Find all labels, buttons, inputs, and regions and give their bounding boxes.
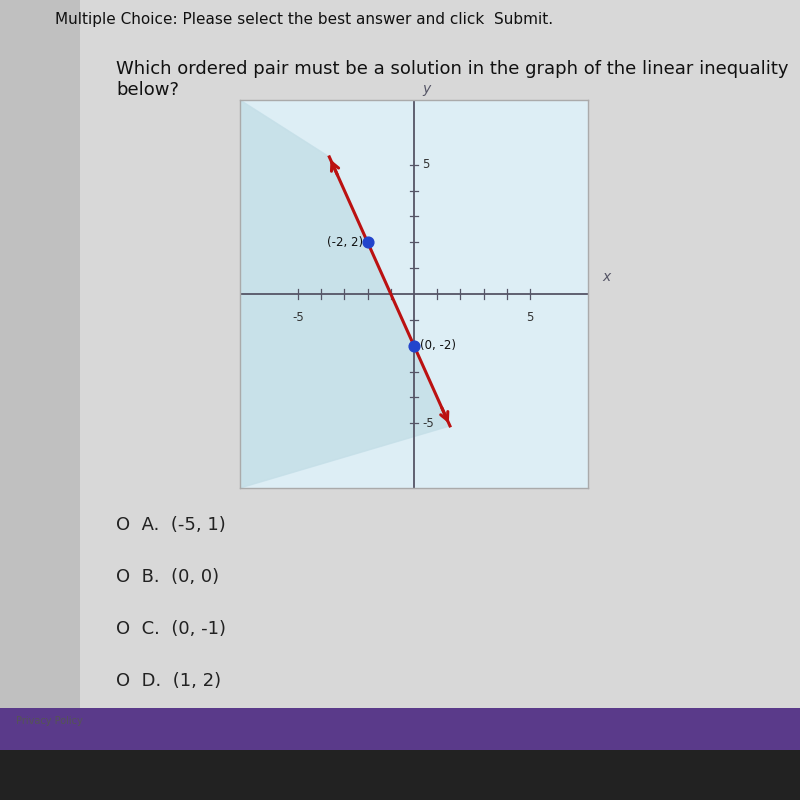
Text: y: y [422, 82, 430, 96]
Text: x: x [602, 270, 610, 284]
Text: Multiple Choice: Please select the best answer and click  Submit.: Multiple Choice: Please select the best … [55, 12, 553, 27]
Text: O  D.  (1, 2): O D. (1, 2) [116, 672, 221, 690]
Bar [0, 0, 80, 736]
Text: -5: -5 [292, 311, 304, 324]
Text: (-2, 2): (-2, 2) [327, 236, 363, 249]
Bar [0, 750, 800, 800]
Text: -5: -5 [422, 417, 434, 430]
Text: O  B.  (0, 0): O B. (0, 0) [116, 568, 219, 586]
Polygon shape [240, 100, 450, 488]
Point [407, 339, 421, 352]
Point [362, 236, 374, 249]
Text: O  C.  (0, -1): O C. (0, -1) [116, 620, 226, 638]
Text: Privacy Policy: Privacy Policy [16, 717, 82, 726]
Text: 5: 5 [526, 311, 534, 324]
Text: (0, -2): (0, -2) [420, 339, 456, 352]
Text: 5: 5 [422, 158, 430, 171]
Text: Which ordered pair must be a solution in the graph of the linear inequality
belo: Which ordered pair must be a solution in… [116, 60, 789, 98]
Text: O  A.  (-5, 1): O A. (-5, 1) [116, 516, 226, 534]
Bar [0, 708, 800, 752]
